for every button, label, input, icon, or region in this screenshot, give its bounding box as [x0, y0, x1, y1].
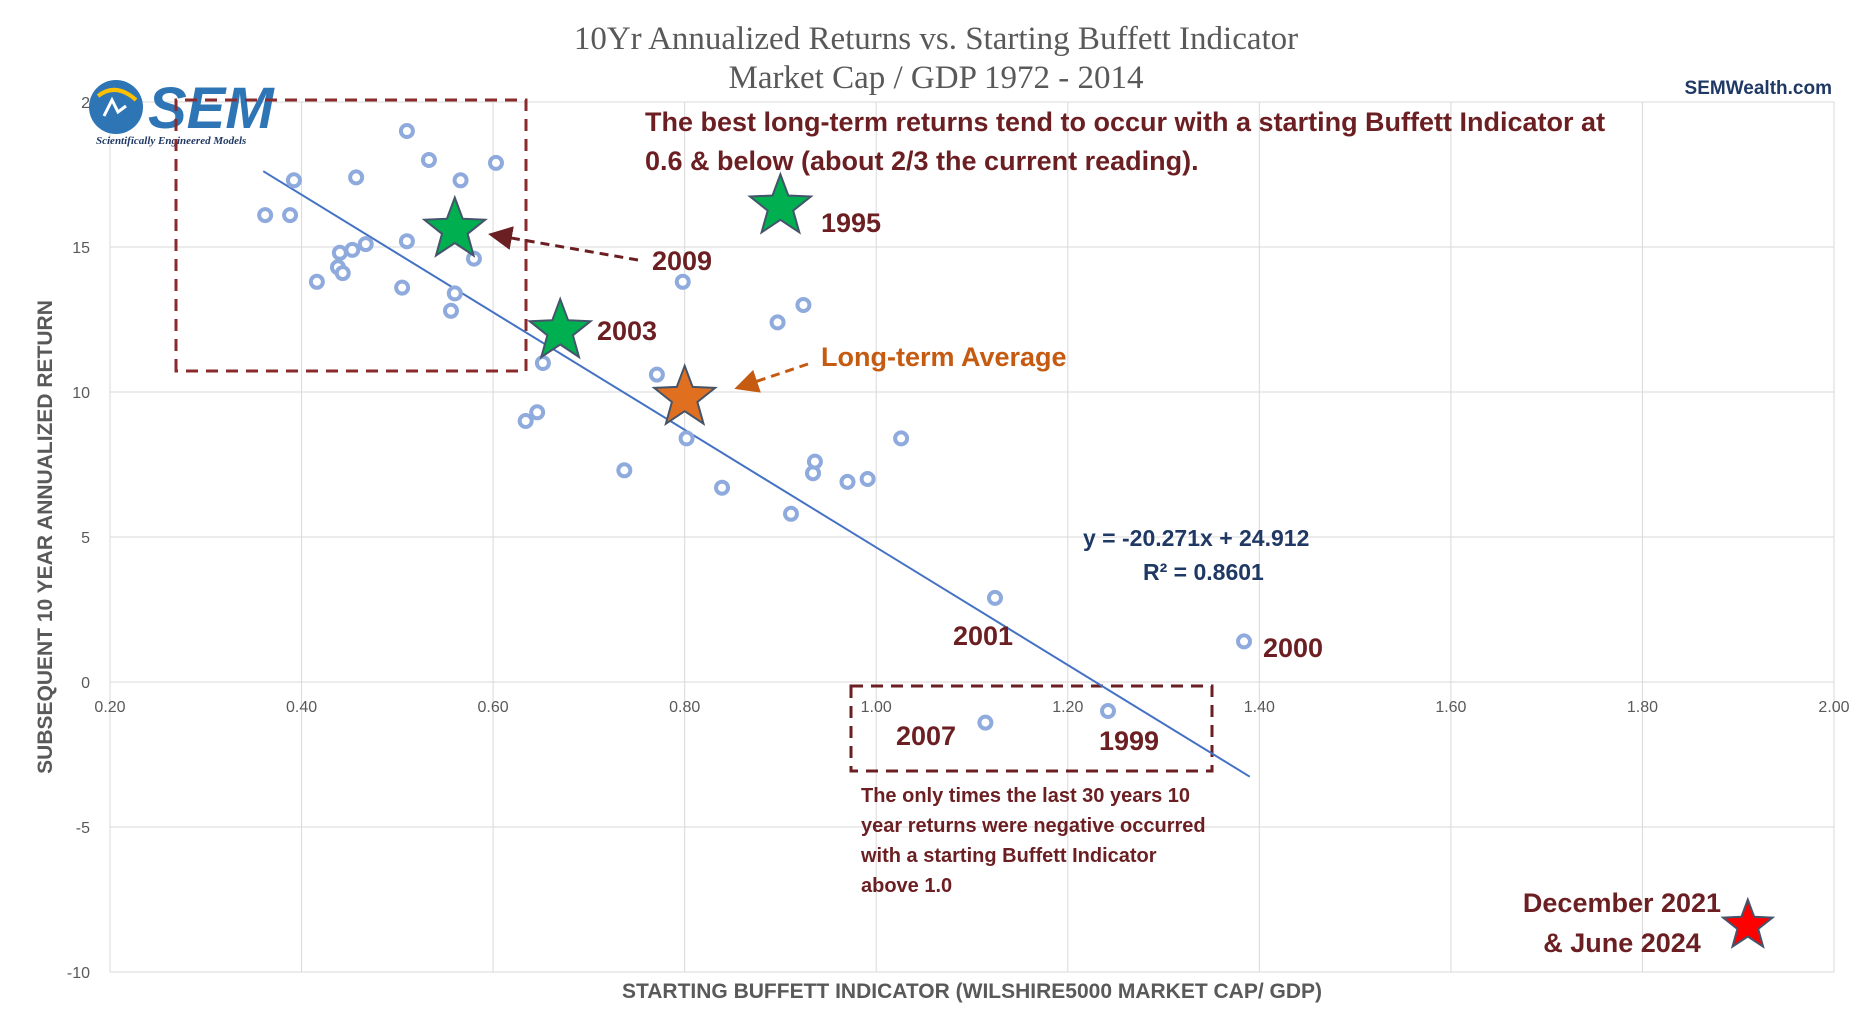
low-indicator-box — [174, 98, 528, 373]
data-point — [394, 279, 411, 296]
arrow-2009 — [488, 226, 639, 262]
data-point — [616, 462, 633, 479]
negative-note-line4: above 1.0 — [861, 875, 952, 897]
x-tick-label: 1.60 — [1435, 699, 1466, 716]
data-point — [859, 471, 876, 487]
data-point — [893, 430, 910, 447]
negative-note-line3: with a starting Buffett Indicator — [860, 845, 1157, 867]
x-tick-label: 1.20 — [1052, 699, 1083, 716]
data-point — [308, 273, 325, 290]
data-point — [331, 244, 348, 261]
source-label: SEMWealth.com — [1685, 78, 1832, 99]
data-point — [678, 430, 695, 447]
label-long-term-average: Long-term Average — [821, 342, 1067, 372]
data-point — [487, 154, 504, 171]
data-point — [442, 302, 459, 319]
x-tick-label: 1.00 — [861, 699, 892, 716]
data-point — [1100, 703, 1117, 719]
data-point — [285, 172, 302, 189]
x-tick-label: 2.00 — [1818, 699, 1849, 716]
negative-note-line2: year returns were negative occurred — [861, 815, 1206, 837]
x-tick-label: 0.80 — [669, 699, 700, 716]
x-axis-title: STARTING BUFFETT INDICATOR (WILSHIRE5000… — [622, 980, 1322, 1003]
label-1999: 1999 — [1099, 726, 1159, 756]
negative-returns-box — [849, 684, 1214, 773]
data-point — [420, 152, 437, 168]
data-point — [257, 207, 274, 224]
data-point — [769, 314, 786, 331]
label-2001: 2001 — [953, 621, 1013, 651]
data-point — [348, 169, 365, 186]
y-axis-title: SUBSEQUENT 10 YEAR ANNUALIZED RETURN — [34, 300, 57, 774]
data-point — [282, 207, 299, 224]
star-1995 — [747, 171, 814, 235]
trendline — [262, 170, 1251, 778]
data-point — [465, 250, 482, 267]
label-2007: 2007 — [896, 721, 956, 751]
data-point — [357, 236, 374, 253]
data-point — [452, 172, 469, 189]
best-returns-text-line1: The best long-term returns tend to occur… — [645, 107, 1605, 137]
data-point — [446, 285, 463, 302]
label-2009: 2009 — [652, 246, 712, 276]
star-long-term-average — [651, 362, 718, 427]
x-axis: 0.20 0.40 0.60 0.80 1.00 1.20 1.40 1.60 1.80 2.00 — [94, 699, 1849, 716]
trendline-equation: y = -20.271x + 24.912 — [1083, 525, 1309, 551]
y-tick-label: 15 — [72, 240, 90, 257]
sem-logo: SEM Scientifically Engineered Models — [89, 76, 275, 147]
data-point — [398, 123, 415, 139]
x-tick-label: 1.80 — [1627, 699, 1658, 716]
data-point — [398, 233, 415, 250]
x-tick-label: 0.40 — [286, 699, 317, 716]
logo-name: SEM — [148, 76, 275, 141]
data-point — [714, 479, 731, 496]
y-tick-label: 10 — [72, 385, 90, 402]
data-point — [648, 366, 665, 383]
trendline-r-squared: R² = 0.8601 — [1143, 559, 1264, 585]
y-tick-label: 2 — [81, 95, 90, 112]
y-tick-label: -10 — [67, 965, 90, 982]
y-axis: -10 -5 0 5 10 15 2 — [67, 95, 90, 982]
data-points — [257, 123, 1253, 731]
label-1995: 1995 — [821, 208, 881, 238]
y-tick-label: 0 — [81, 675, 90, 692]
current-label-line2: & June 2024 — [1543, 928, 1701, 958]
label-2003: 2003 — [597, 316, 657, 346]
data-point — [334, 265, 351, 282]
data-point — [795, 297, 812, 313]
data-point — [534, 355, 551, 371]
label-2000: 2000 — [1263, 633, 1323, 663]
data-point — [529, 404, 546, 421]
data-point — [344, 241, 361, 258]
y-tick-label: -5 — [76, 820, 90, 837]
current-label-line1: December 2021 — [1523, 888, 1721, 918]
data-point — [517, 413, 534, 429]
data-point — [839, 473, 856, 490]
y-tick-label: 5 — [81, 530, 90, 547]
best-returns-text-line2: 0.6 & below (about 2/3 the current readi… — [645, 146, 1199, 176]
star-current — [1720, 896, 1776, 949]
data-point — [782, 505, 799, 522]
data-point — [986, 589, 1003, 606]
data-point — [806, 453, 823, 470]
x-tick-label: 1.40 — [1244, 699, 1275, 716]
x-tick-label: 0.20 — [94, 699, 125, 716]
star-2009 — [421, 194, 488, 258]
x-tick-label: 0.60 — [478, 699, 509, 716]
chart-subtitle: Market Cap / GDP 1972 - 2014 — [729, 60, 1144, 96]
star-2003 — [526, 296, 594, 360]
gridlines — [110, 102, 1834, 972]
data-point — [977, 714, 994, 731]
data-point — [674, 273, 691, 290]
data-point — [1236, 633, 1253, 650]
chart-title: 10Yr Annualized Returns vs. Starting Buf… — [574, 21, 1298, 57]
logo-tagline: Scientifically Engineered Models — [96, 135, 246, 147]
negative-note-line1: The only times the last 30 years 10 — [861, 785, 1190, 807]
highlight-stars — [421, 171, 1776, 949]
arrow-long-term-average — [734, 362, 809, 393]
